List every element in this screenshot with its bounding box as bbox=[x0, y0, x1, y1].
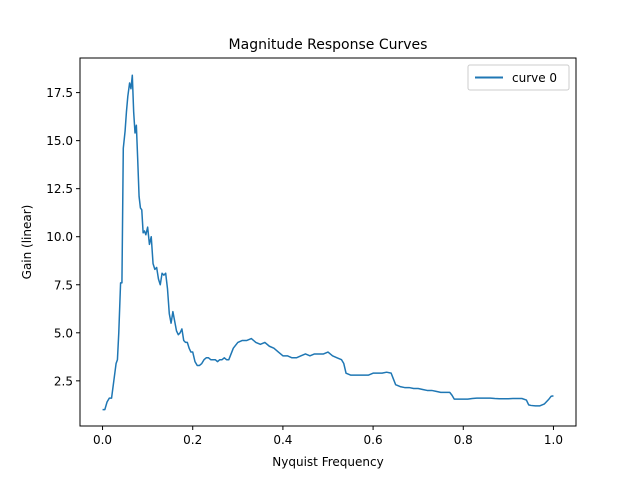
y-tick-label: 2.5 bbox=[54, 374, 73, 388]
x-axis: 0.0 0.2 0.4 0.6 0.8 1.0 bbox=[93, 426, 563, 447]
legend-box bbox=[467, 64, 570, 91]
plot-area bbox=[79, 57, 577, 427]
x-axis-title: Nyquist Frequency bbox=[272, 455, 383, 469]
y-axis: 2.5 5.0 7.5 10.0 12.5 15.0 17.5 bbox=[46, 86, 80, 388]
series-layer bbox=[102, 74, 554, 411]
x-tick-label: 1.0 bbox=[544, 433, 563, 447]
y-tick-label: 15.0 bbox=[46, 134, 73, 148]
x-tick-label: 0.4 bbox=[273, 433, 292, 447]
y-tick-label: 7.5 bbox=[54, 278, 73, 292]
x-tick-label: 0.0 bbox=[93, 433, 112, 447]
plot-frame bbox=[79, 57, 577, 427]
x-tick-label: 0.2 bbox=[183, 433, 202, 447]
y-tick-label: 10.0 bbox=[46, 230, 73, 244]
x-tick-label: 0.6 bbox=[364, 433, 383, 447]
series-line-0 bbox=[102, 74, 554, 411]
plot-background bbox=[80, 58, 576, 426]
legend: curve 0 bbox=[467, 64, 570, 91]
y-tick-label: 5.0 bbox=[54, 326, 73, 340]
legend-label: curve 0 bbox=[512, 71, 557, 85]
x-tick-label: 0.8 bbox=[454, 433, 473, 447]
chart-title: Magnitude Response Curves bbox=[229, 37, 428, 53]
y-tick-label: 12.5 bbox=[46, 182, 73, 196]
y-axis-title: Gain (linear) bbox=[20, 205, 34, 280]
y-tick-label: 17.5 bbox=[46, 86, 73, 100]
